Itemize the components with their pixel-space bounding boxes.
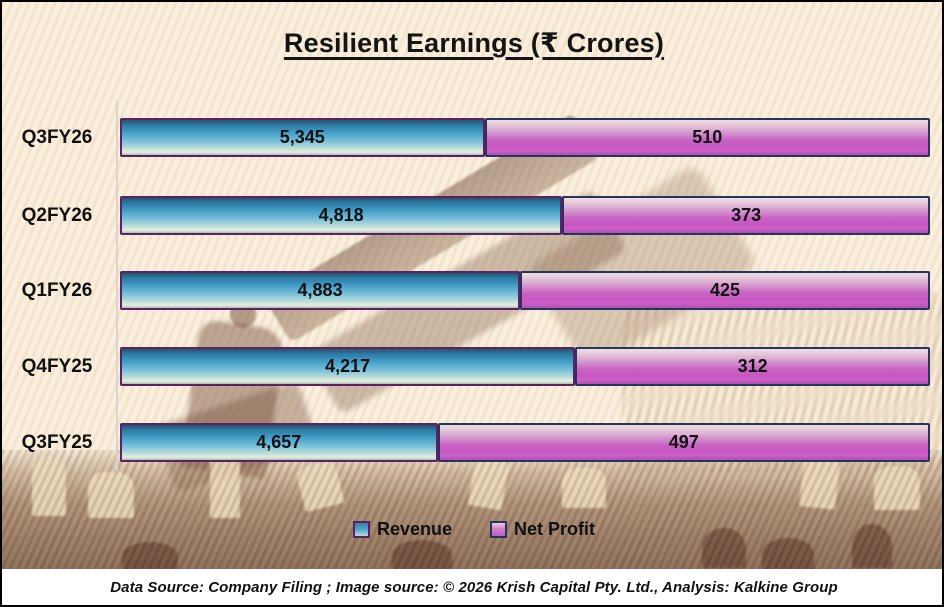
revenue-value-label: 4,657 (256, 432, 302, 452)
crowd-hand-shape (562, 468, 606, 508)
bar-row: Q2FY26 4,818 373 (2, 196, 942, 235)
legend-label: Revenue (376, 519, 453, 539)
crowd-hand-shape (88, 472, 134, 518)
revenue-bar-segment: 4,657 (120, 423, 438, 462)
revenue-value-label: 4,818 (318, 205, 364, 225)
revenue-value-label: 4,883 (297, 280, 343, 300)
crowd-hand-shape (467, 453, 511, 511)
bar-track: 4,217 312 (120, 347, 930, 386)
crowd-head-shape (122, 542, 178, 570)
revenue-bar-segment: 4,818 (120, 196, 563, 235)
net-profit-value-label: 425 (710, 280, 741, 300)
net-profit-bar-segment: 425 (520, 271, 930, 310)
category-label: Q4FY25 (21, 355, 93, 377)
category-label: Q2FY26 (21, 204, 93, 226)
bar-track: 5,345 510 (120, 118, 930, 157)
chart-title: Resilient Earnings (₹ Crores) (283, 28, 665, 58)
background-crowd-silhouette (2, 450, 942, 570)
revenue-bar-segment: 5,345 (120, 118, 485, 157)
revenue-bar-segment: 4,217 (120, 347, 576, 386)
revenue-value-label: 5,345 (279, 127, 325, 147)
bar-track: 4,657 497 (120, 423, 930, 462)
legend-label: Net Profit (514, 519, 596, 539)
bar-row: Q3FY26 5,345 510 (2, 118, 942, 157)
bar-row: Q4FY25 4,217 312 (2, 347, 942, 386)
net-profit-bar-segment: 497 (437, 423, 930, 462)
net-profit-swatch-icon (490, 521, 508, 538)
category-label: Q1FY26 (21, 279, 93, 301)
legend-item-revenue: Revenue (352, 519, 453, 540)
category-label: Q3FY26 (21, 126, 93, 148)
category-label: Q3FY25 (21, 431, 93, 453)
footer-strip: Data Source: Company Filing ; Image sour… (2, 569, 942, 605)
crowd-head-shape (392, 540, 452, 570)
bar-track: 4,883 425 (120, 271, 930, 310)
crowd-hand-shape (32, 458, 66, 516)
net-profit-value-label: 373 (731, 205, 762, 225)
bar-track: 4,818 373 (120, 196, 930, 235)
net-profit-value-label: 312 (737, 356, 768, 376)
revenue-value-label: 4,217 (325, 356, 371, 376)
legend-item-net-profit: Net Profit (490, 519, 595, 540)
net-profit-bar-segment: 373 (562, 196, 930, 235)
net-profit-bar-segment: 510 (484, 118, 930, 157)
revenue-swatch-icon (352, 521, 370, 538)
crowd-head-shape (762, 538, 814, 570)
revenue-bar-segment: 4,883 (120, 271, 521, 310)
bar-row: Q1FY26 4,883 425 (2, 271, 942, 310)
net-profit-value-label: 497 (668, 432, 699, 452)
net-profit-bar-segment: 312 (575, 347, 930, 386)
crowd-hand-shape (874, 466, 920, 510)
crowd-hand-shape (295, 459, 345, 513)
net-profit-value-label: 510 (692, 127, 723, 147)
y-axis-line (116, 101, 118, 471)
source-attribution: Data Source: Company Filing ; Image sour… (110, 578, 838, 596)
chart-legend: Revenue Net Profit (2, 519, 942, 540)
bar-row: Q3FY25 4,657 497 (2, 423, 942, 462)
